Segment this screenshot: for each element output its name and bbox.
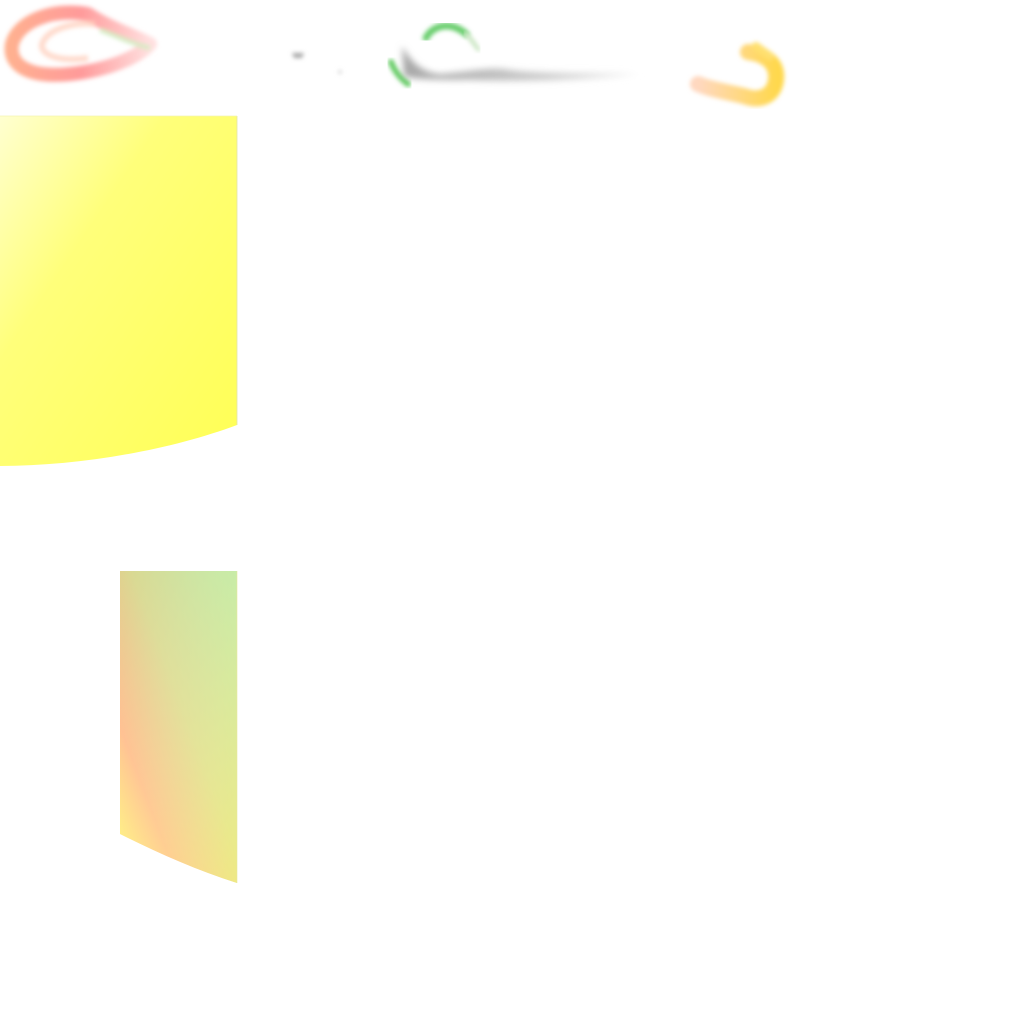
top-center-arc [388,22,481,87]
gray-dash [292,53,342,74]
top-left-loop [4,5,157,82]
top-smudge [402,46,640,81]
gradient-panel [120,571,238,883]
top-right-hook [690,42,785,107]
yellow-panel [0,115,238,466]
